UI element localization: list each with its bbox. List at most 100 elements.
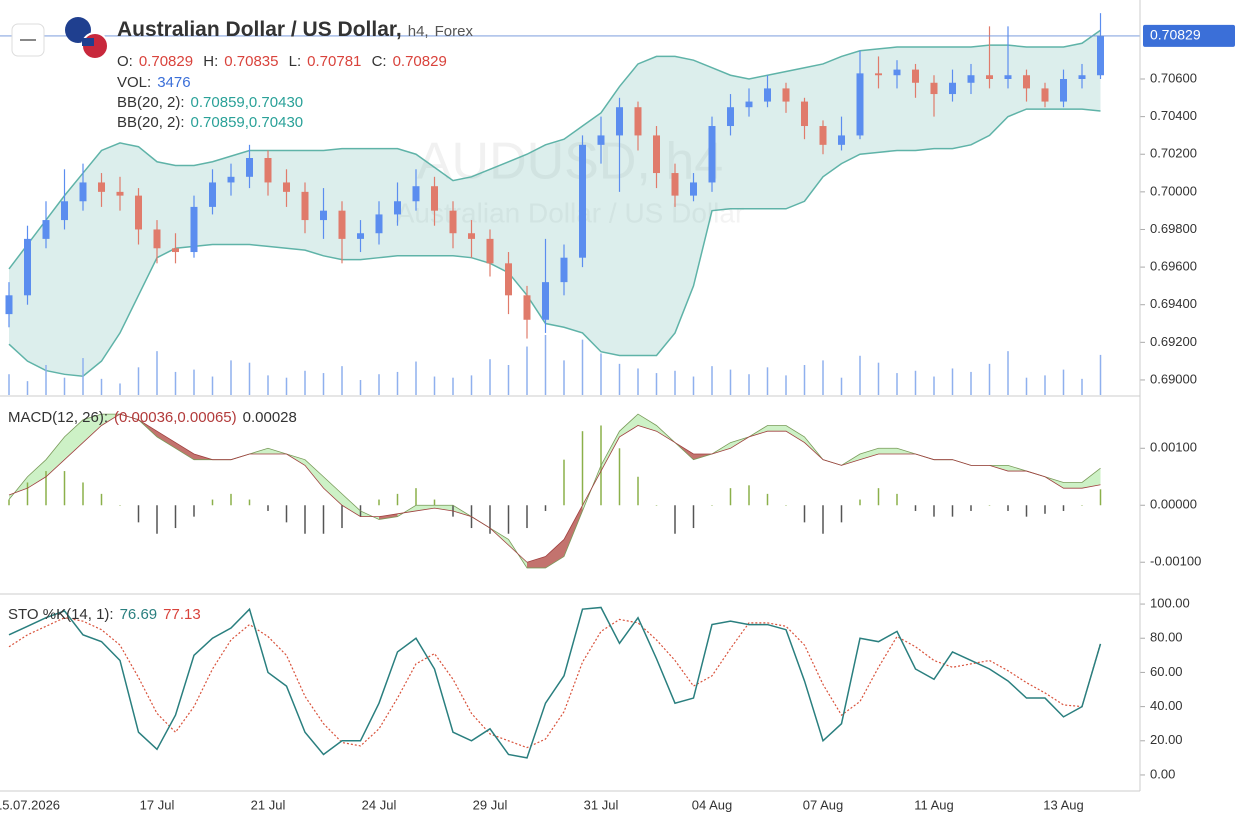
macd-hist-bar <box>82 482 84 506</box>
macd-hist-bar <box>489 505 491 534</box>
macd-hist-bar <box>211 499 214 506</box>
macd-fill <box>323 476 342 506</box>
volume-bar <box>470 375 473 395</box>
candle-body <box>634 107 642 136</box>
candle-body <box>1023 75 1030 89</box>
x-tick-label: 31 Jul <box>584 797 619 812</box>
volume-bar <box>600 353 602 395</box>
macd-hist-bar <box>618 448 621 506</box>
volume-bar <box>211 376 214 395</box>
y-tick-label: 0.69400 <box>1150 296 1197 311</box>
macd-hist-bar <box>267 505 269 511</box>
macd-fill <box>379 513 398 520</box>
macd-hist-bar <box>637 476 639 506</box>
macd-hist-value: 0.00028 <box>242 409 297 426</box>
y-tick-label: 0.00000 <box>1150 497 1197 512</box>
sto-legend: STO %K(14, 1): 76.69 77.13 <box>8 606 207 623</box>
h-label: H: <box>203 53 219 70</box>
macd-fill <box>83 414 102 443</box>
macd-hist-bar <box>803 505 806 523</box>
macd-fill <box>27 459 46 489</box>
macd-hist-bar <box>341 505 343 529</box>
candle-body <box>505 263 512 296</box>
y-tick-label: 100.00 <box>1150 595 1190 610</box>
candle-body <box>320 210 327 221</box>
macd-fill <box>1082 468 1101 489</box>
candle-body <box>172 248 179 253</box>
macd-hist-bar <box>137 505 140 523</box>
candle-body <box>375 214 383 234</box>
macd-hist-bar <box>507 505 510 534</box>
title: Australian Dollar / US Dollar, <box>117 18 402 41</box>
title-row: Australian Dollar / US Dollar, h4, Forex <box>117 18 479 42</box>
candle-body <box>653 135 660 174</box>
y-tick-label: 0.70400 <box>1150 108 1197 123</box>
volume-bar <box>415 361 417 395</box>
c-label: C: <box>371 53 387 70</box>
macd-hist-bar <box>1099 489 1102 506</box>
candle-body <box>912 69 919 83</box>
volume-bar <box>26 381 29 395</box>
x-tick-label: 24 Jul <box>362 797 397 812</box>
macd-fill <box>786 425 805 443</box>
candle-body <box>227 176 235 183</box>
signal-line <box>8 413 1101 563</box>
flag-us-canton <box>82 38 94 46</box>
macd-fill <box>545 539 564 568</box>
volume-bar <box>322 373 325 395</box>
volume-bar <box>248 362 251 395</box>
macd-fill <box>1063 482 1082 489</box>
candle-body <box>1078 75 1086 79</box>
macd-hist-bar <box>45 471 47 506</box>
candle-body <box>1097 35 1104 76</box>
vol-value: 3476 <box>157 74 191 91</box>
candle-body <box>394 201 401 215</box>
candle-body <box>579 144 586 258</box>
macd-hist-bar <box>544 505 547 511</box>
x-tick-label: 15.07.2026 <box>0 797 60 812</box>
macd-fill <box>527 556 546 568</box>
macd-hist-bar <box>378 499 380 506</box>
candle-body <box>283 182 290 192</box>
volume-bar <box>877 362 880 395</box>
volume-bar <box>1081 378 1083 395</box>
last-price-label: 0.70829 <box>1150 27 1201 43</box>
candle-body <box>338 210 346 239</box>
candle-body <box>967 75 975 83</box>
macd-hist-bar <box>748 485 750 506</box>
x-tick-label: 04 Aug <box>692 797 733 812</box>
candle-body <box>209 182 216 207</box>
volume-bar <box>618 363 621 395</box>
macd-hist-bar <box>859 499 861 506</box>
volume-bar <box>951 368 954 395</box>
macd-hist-bar <box>415 488 417 506</box>
candle-body <box>1041 88 1049 102</box>
candle-body <box>542 282 549 320</box>
x-tick-label: 29 Jul <box>473 797 508 812</box>
macd-fill <box>46 436 65 477</box>
volume-bar <box>674 370 676 395</box>
o-value: 0.70829 <box>138 53 194 70</box>
volume-bar <box>766 367 769 395</box>
candle-body <box>5 295 13 315</box>
macd-hist-bar <box>840 505 843 523</box>
macd-hist-bar <box>304 505 306 534</box>
volume-bar <box>489 359 491 395</box>
volume-bar <box>433 376 436 395</box>
macd-hist-bar <box>26 482 29 506</box>
volume-bar <box>82 358 84 395</box>
macd-hist-bar <box>63 471 66 506</box>
volume-bar <box>581 339 584 395</box>
y-tick-label: 0.69000 <box>1150 371 1197 386</box>
candle-body <box>135 195 142 230</box>
volume-bar <box>1044 375 1046 395</box>
macd-hist-bar <box>729 488 732 506</box>
macd-fill <box>416 505 435 511</box>
candle-body <box>264 158 272 183</box>
macd-hist-bar <box>433 499 436 506</box>
macd-fill <box>878 448 897 454</box>
candle-body <box>246 158 253 177</box>
volume-bar <box>378 374 380 395</box>
c-value: 0.70829 <box>392 53 447 70</box>
candle-body <box>671 173 679 196</box>
